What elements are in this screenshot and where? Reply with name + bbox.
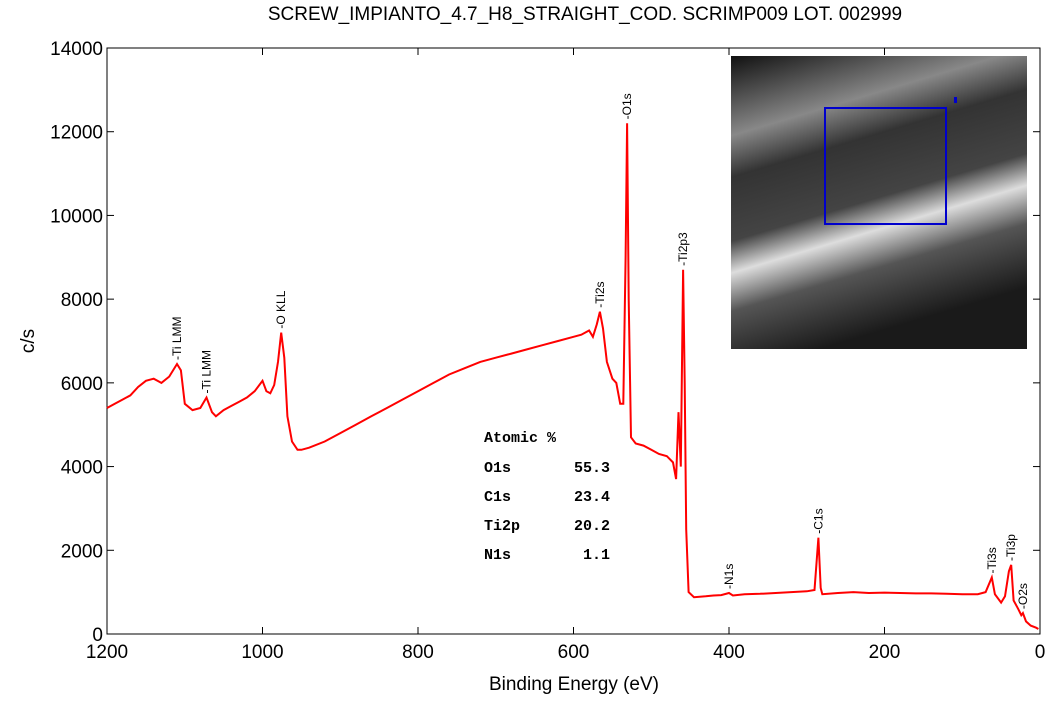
y-tick-label: 10000 [50, 206, 103, 227]
x-tick-label: 0 [1035, 642, 1046, 663]
table-element: C1s [484, 489, 511, 506]
peak-label: -O2s [1016, 583, 1030, 609]
table-element: O1s [484, 460, 511, 477]
peak-label: -Ti2s [593, 281, 607, 307]
table-value: 20.2 [574, 518, 610, 535]
x-axis-label: Binding Energy (eV) [489, 674, 659, 695]
x-tick-label: 200 [869, 642, 901, 663]
y-tick-label: 14000 [50, 39, 103, 60]
peak-label: -C1s [811, 508, 825, 533]
table-value: 55.3 [574, 460, 610, 477]
x-tick-label: 800 [402, 642, 434, 663]
peak-label: -Ti3s [985, 547, 999, 573]
x-tick-label: 1200 [86, 642, 128, 663]
peak-label: -Ti2p3 [676, 232, 690, 266]
peak-label: -Ti LMM [200, 350, 214, 394]
x-tick-label: 1000 [241, 642, 283, 663]
y-tick-label: 0 [92, 625, 103, 646]
peak-label: -Ti LMM [170, 316, 184, 360]
peak-label: -O KLL [274, 290, 288, 328]
y-tick-label: 6000 [61, 374, 103, 395]
peak-label: -Ti3p [1004, 534, 1018, 561]
inset-image [731, 56, 1027, 349]
chart-title: SCREW_IMPIANTO_4.7_H8_STRAIGHT_COD. SCRI… [268, 4, 902, 25]
table-element: Ti2p [484, 518, 520, 535]
y-tick-label: 2000 [61, 541, 103, 562]
table-value: 23.4 [574, 489, 610, 506]
table-value: 1.1 [583, 547, 610, 564]
table-element: N1s [484, 547, 511, 564]
y-tick-label: 8000 [61, 290, 103, 311]
table-title: Atomic % [484, 430, 557, 447]
y-tick-label: 12000 [50, 123, 103, 144]
peak-label: -O1s [620, 93, 634, 119]
x-tick-label: 400 [713, 642, 745, 663]
y-axis-label: c/s [18, 329, 39, 353]
x-tick-label: 600 [558, 642, 590, 663]
peak-label: -N1s [722, 564, 736, 589]
y-tick-label: 4000 [61, 458, 103, 479]
spectrum-line [106, 123, 1039, 630]
